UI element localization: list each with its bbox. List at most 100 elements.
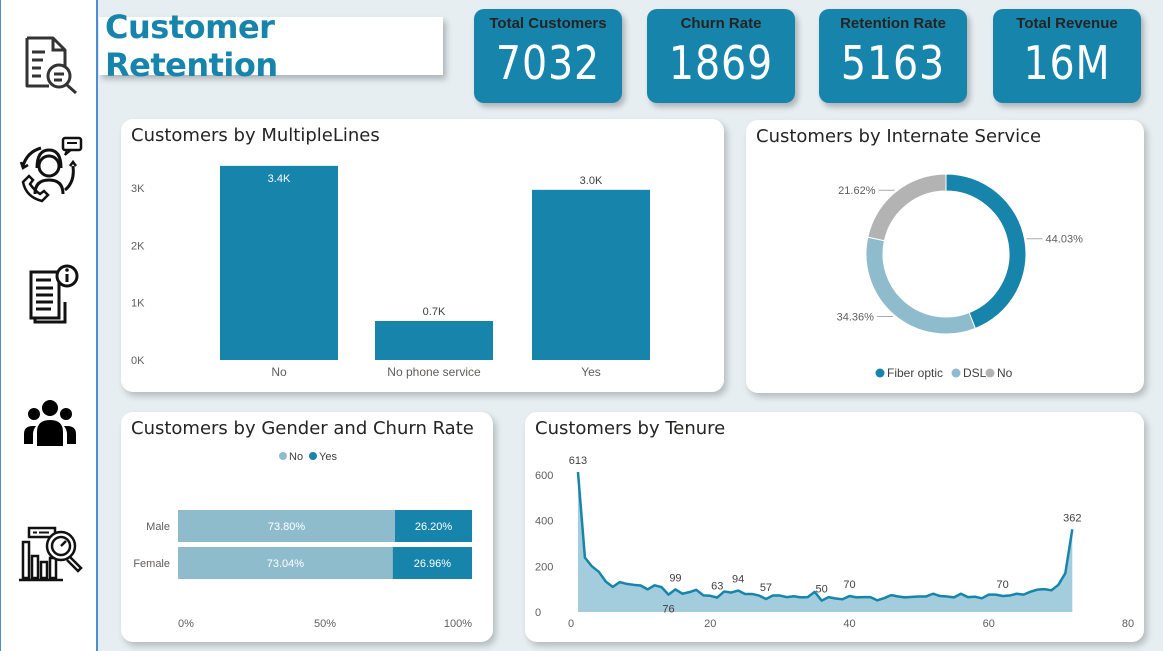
series-line [576, 471, 1074, 602]
bar-segment-male-yes [394, 510, 472, 542]
chart-card-multiple-lines[interactable]: Customers by MultipleLines 0K 1K 2K 3K 3.4K N… [121, 119, 724, 392]
nav-overview-report[interactable] [15, 30, 85, 100]
bar-no [220, 165, 338, 360]
area-fill [577, 472, 1073, 612]
y-tick-label: 3K [131, 183, 145, 195]
x-tick-label: No phone service [387, 365, 481, 379]
y-tick-label: 600 [535, 470, 553, 482]
donut-slice-no [867, 173, 947, 242]
page-title: Customer Retention [105, 8, 278, 84]
users-group-icon [24, 400, 76, 446]
data-label: 362 [1063, 512, 1081, 524]
data-label: 73.80% [268, 521, 306, 533]
data-label: 50 [816, 584, 828, 596]
bar-segment-male-no [178, 510, 395, 542]
y-tick-label: 0 [535, 607, 541, 619]
legend-label: Yes [319, 451, 337, 463]
data-label: 70 [997, 579, 1009, 591]
x-tick-label: 40 [843, 618, 855, 630]
x-tick-label: 60 [983, 618, 995, 630]
nav-details[interactable] [15, 260, 85, 330]
document-info-icon [29, 264, 79, 324]
legend-label: Fiber optic [887, 366, 943, 380]
kpi-value: 16M [1023, 36, 1111, 90]
donut-chart-internet-service: 44.03% 34.36% 21.62% Fiber optic DSL No [837, 173, 1084, 380]
chart-title: Customers by Internate Service [756, 126, 1042, 147]
y-tick-label: 200 [535, 561, 553, 573]
kpi-label: Churn Rate [680, 15, 762, 32]
x-tick-label: 20 [704, 618, 716, 630]
legend-marker [309, 452, 317, 460]
x-tick-label: 50% [314, 618, 336, 630]
data-label: 44.03% [1046, 234, 1084, 246]
donut-slice-fiber-optic [945, 173, 1027, 330]
area-chart-tenure: 0 200 400 600 0 20 40 60 80 613 76 99 63 94 57 50 70 70 36… [535, 455, 1134, 630]
y-tick-label: 2K [131, 240, 145, 252]
donut-slice-dsl [865, 236, 976, 335]
data-label: 26.20% [415, 521, 453, 533]
kpi-value: 7032 [495, 36, 601, 90]
data-label: 34.36% [837, 312, 875, 324]
category-label: Male [146, 521, 170, 533]
customer-support-icon [19, 136, 83, 203]
kpi-total-revenue[interactable]: Total Revenue 16M [993, 9, 1141, 103]
kpi-value: 1869 [668, 36, 774, 90]
legend-marker [279, 452, 287, 460]
legend-marker [985, 368, 995, 378]
kpi-churn-rate[interactable]: Churn Rate 1869 [647, 9, 795, 103]
category-label: Female [133, 558, 170, 570]
legend-marker [951, 368, 961, 378]
chart-card-tenure[interactable]: Customers by Tenure 0 200 400 600 0 20 40 60 80 6… [525, 412, 1144, 642]
y-tick-label: 400 [535, 516, 553, 528]
sidebar-nav [0, 0, 98, 651]
data-label: 76 [662, 604, 674, 616]
chart-title: Customers by Gender and Churn Rate [131, 418, 474, 439]
kpi-label: Total Revenue [1016, 15, 1118, 32]
bar-segment-female-yes [392, 547, 472, 579]
x-tick-label: Yes [581, 365, 601, 379]
legend-marker [875, 368, 885, 378]
data-label: 63 [711, 581, 723, 593]
bar-yes [532, 189, 650, 360]
kpi-retention-rate[interactable]: Retention Rate 5163 [819, 9, 967, 103]
kpi-total-customers[interactable]: Total Customers 7032 [474, 9, 622, 103]
bar-segment-female-no [178, 547, 393, 579]
nav-analysis[interactable] [15, 518, 85, 588]
chart-card-internet-service[interactable]: Customers by Internate Service 44.03% 34.… [746, 120, 1144, 393]
kpi-label: Total Customers [489, 15, 607, 32]
x-tick-label: 0% [178, 618, 194, 630]
chart-title: Customers by Tenure [535, 418, 726, 439]
bar-no-phone-service [375, 321, 493, 360]
data-label: 0.7K [423, 306, 446, 318]
data-label: 3.0K [580, 175, 603, 187]
page-title-box: Customer Retention [99, 8, 443, 84]
chart-analysis-icon [19, 526, 83, 582]
data-label: 3.4K [268, 173, 291, 185]
y-tick-label: 1K [131, 298, 145, 310]
bar-chart-multiple-lines: 0K 1K 2K 3K 3.4K No 0.7K No phone service 3.0K Ye… [131, 165, 650, 379]
x-tick-label: 100% [444, 618, 472, 630]
chart-title: Customers by MultipleLines [131, 125, 380, 146]
nav-customers[interactable] [15, 388, 85, 458]
data-label: 70 [843, 579, 855, 591]
y-tick-label: 0K [131, 355, 145, 367]
x-tick-label: No [271, 365, 287, 379]
nav-customer-support[interactable] [15, 136, 85, 206]
data-label: 57 [760, 582, 772, 594]
data-label: 613 [569, 455, 587, 467]
data-label: 26.96% [414, 558, 452, 570]
kpi-value: 5163 [840, 36, 946, 90]
x-tick-label: 80 [1122, 618, 1134, 630]
data-label: 99 [669, 572, 681, 584]
legend-label: No [997, 366, 1013, 380]
data-label: 21.62% [838, 185, 876, 197]
x-tick-label: 0 [568, 618, 574, 630]
data-label: 73.04% [267, 558, 305, 570]
stacked-bar-gender-churn: No Yes Male 73.80% 26.20% Female 73.04% 26.96% 0… [133, 451, 472, 630]
kpi-label: Retention Rate [840, 15, 946, 32]
legend-label: No [289, 451, 303, 463]
chart-card-gender-churn[interactable]: Customers by Gender and Churn Rate No Yes… [121, 412, 493, 642]
legend-label: DSL [963, 366, 987, 380]
data-label: 94 [732, 574, 744, 586]
document-search-icon [25, 36, 77, 95]
